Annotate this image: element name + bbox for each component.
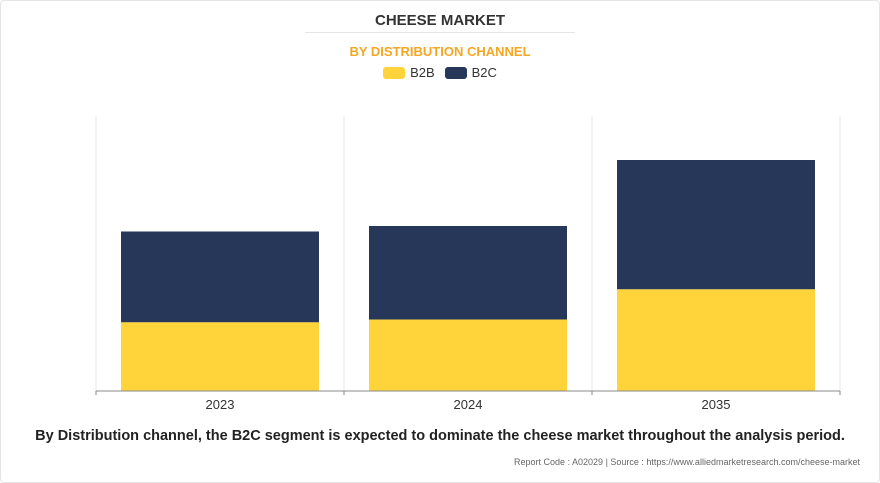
x-tick-label-2035: 2035 [702, 397, 731, 412]
bar-b2c-2024[interactable] [369, 226, 567, 320]
legend: B2B B2C [0, 65, 880, 80]
title-divider [305, 32, 575, 33]
x-tick-label-2023: 2023 [206, 397, 235, 412]
legend-label-b2c: B2C [471, 65, 497, 80]
bar-b2c-2023[interactable] [121, 231, 319, 323]
legend-swatch-b2c [444, 66, 467, 79]
bar-b2b-2023[interactable] [121, 322, 319, 391]
bar-b2b-2024[interactable] [369, 319, 567, 392]
chart-subtitle: BY DISTRIBUTION CHANNEL [349, 44, 531, 59]
legend-label-b2b: B2B [410, 65, 435, 80]
bar-b2b-2035[interactable] [617, 289, 815, 391]
chart-caption: By Distribution channel, the B2C segment… [35, 428, 845, 444]
chart-title: CHEESE MARKET [374, 12, 505, 29]
legend-item-b2b[interactable]: B2B [383, 65, 435, 80]
source-credit: Report Code : A02029 | Source : https://… [514, 457, 860, 467]
bar-b2c-2035[interactable] [617, 160, 815, 290]
x-tick-label-2024: 2024 [454, 397, 483, 412]
legend-swatch-b2b [383, 66, 406, 79]
legend-item-b2c[interactable]: B2C [444, 65, 497, 80]
